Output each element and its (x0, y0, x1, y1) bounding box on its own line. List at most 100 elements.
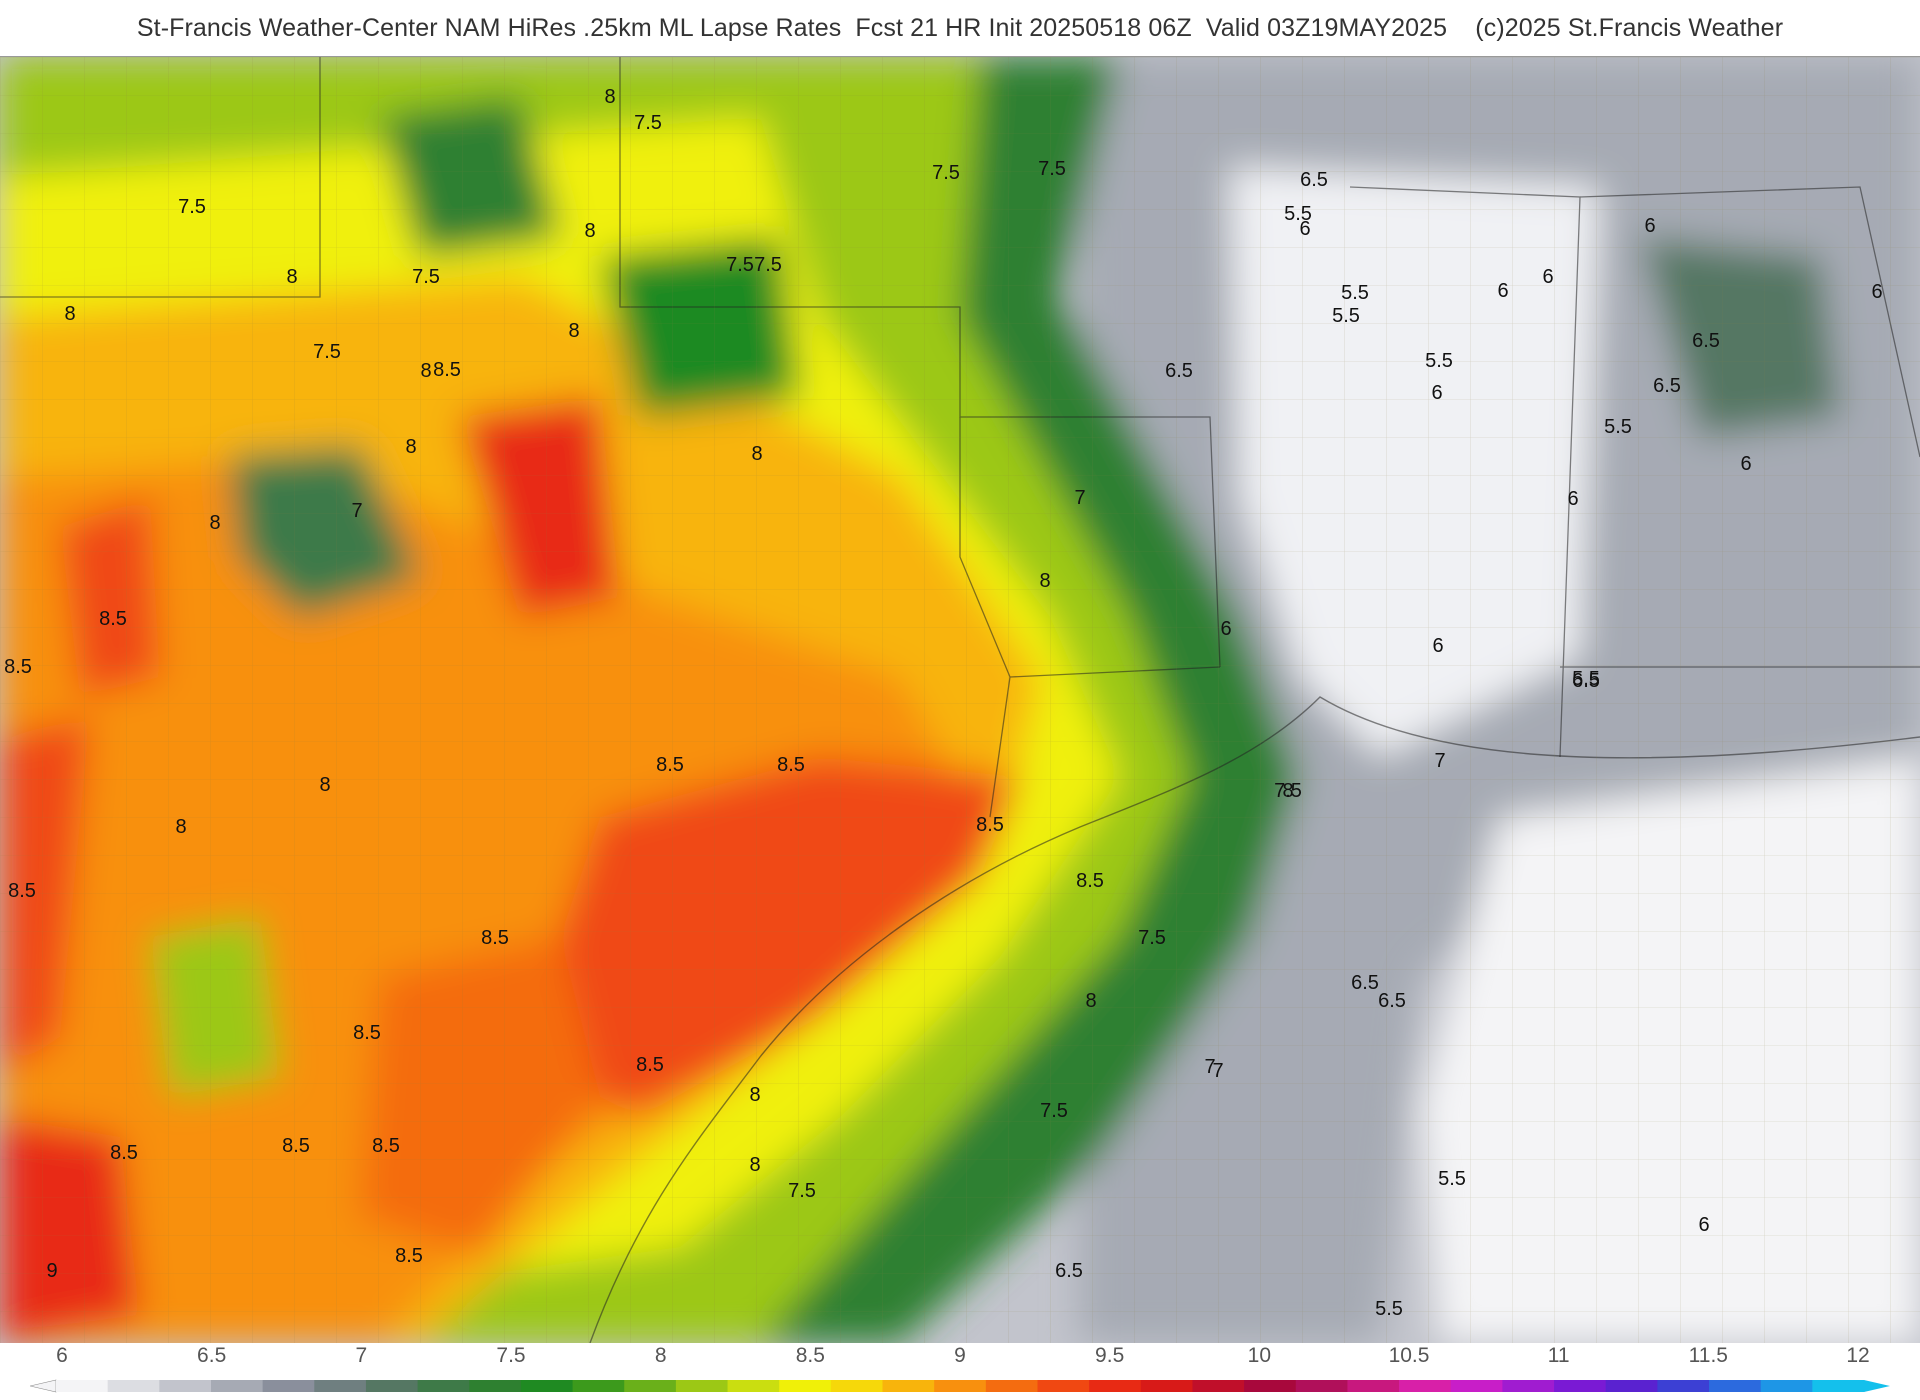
contour-label: 8 (405, 436, 416, 458)
colorbar-segment (1657, 1380, 1710, 1392)
map-title: St-Francis Weather-Center NAM HiRes .25k… (136, 13, 1784, 42)
colorbar-tick-label: 8 (654, 1344, 667, 1367)
contour-label: 8.5 (481, 927, 509, 949)
contour-label: 8.5 (433, 359, 461, 381)
colorbar-tick-label: 10 (1247, 1344, 1272, 1367)
colorbar-segment (365, 1380, 419, 1392)
colorbar-tick-label: 7 (355, 1344, 368, 1367)
contour-label: 8 (1085, 990, 1096, 1012)
contour-label: 8.5 (99, 608, 127, 630)
contour-label: 7.5 (754, 254, 782, 276)
contour-label: 7.5 (412, 266, 440, 288)
contour-label: 8 (319, 774, 330, 796)
contour-label: 5.5 (1375, 1298, 1403, 1320)
contour-label: 6.5 (1300, 169, 1328, 191)
contour-label: 5.5 (1425, 350, 1453, 372)
contour-label: 7.5 (178, 196, 206, 218)
contour-label: 6.5 (1572, 670, 1600, 692)
contour-label: 8.5 (282, 1135, 310, 1157)
contour-label: 7.5 (634, 112, 662, 134)
contour-label: 9 (46, 1260, 57, 1282)
contour-label: 8 (420, 360, 431, 382)
contour-label: 5.5 (1604, 416, 1632, 438)
contour-label: 5.5 (1284, 203, 1312, 225)
contour-label: 8 (209, 512, 220, 534)
colorbar-segment (56, 1380, 109, 1392)
contour-label: 6 (1542, 266, 1553, 288)
map-panel: 8 7.5 7.5 8 7.5 7.5 7.5 8 7.5 7.5 8 7.5 8 8.5 8 8 7 8 8 8.5… (0, 56, 1920, 1343)
contour-label: 7 (1074, 487, 1085, 509)
contour-label: 7.5 (726, 254, 754, 276)
colorbar-segment (159, 1380, 212, 1392)
contour-label: 7.5 (1040, 1100, 1068, 1122)
colorbar-segment (1554, 1380, 1607, 1392)
colorbar-segment (1450, 1380, 1503, 1392)
colorbar-segment (1295, 1380, 1348, 1392)
colorbar-segment (985, 1380, 1038, 1392)
colorbar-segment (882, 1380, 935, 1392)
contour-label: 8.5 (777, 754, 805, 776)
colorbar-segment (1605, 1380, 1658, 1392)
lapse-rate-map: 87.57.587.5 7.57.587.57.587.588.5887888.5… (0, 57, 1920, 1343)
contour-label: 6 (1220, 618, 1231, 640)
contour-label: 5.5 (1341, 282, 1369, 304)
colorbar-tick-label: 7.5 (496, 1344, 526, 1367)
colorbar-segment (1089, 1380, 1142, 1392)
colorbar-left-arrow (30, 1379, 57, 1393)
contour-label: 7 (351, 500, 362, 522)
contour-label: 8 (1282, 780, 1293, 802)
contour-label: 8.5 (395, 1245, 423, 1267)
colorbar-tick-label: 9 (954, 1344, 966, 1367)
colorbar-tick-label: 11 (1547, 1344, 1570, 1367)
contour-label: 5.5 (1332, 305, 1360, 327)
colorbar-tick-label: 10.5 (1388, 1344, 1430, 1367)
contour-label: 7.5 (1038, 158, 1066, 180)
colorbar-segment (779, 1380, 832, 1392)
colorbar-segment (675, 1380, 729, 1392)
colorbar-segment (1192, 1380, 1245, 1392)
contour-label: 7 (1212, 1060, 1223, 1082)
colorbar-segment (262, 1380, 315, 1392)
contour-label: 6 (1431, 382, 1442, 404)
colorbar-tick-label: 9.5 (1095, 1344, 1125, 1367)
contour-label: 6.5 (1378, 990, 1406, 1012)
colorbar-segment (1502, 1380, 1555, 1392)
contour-label: 8 (64, 303, 75, 325)
contour-label: 8.5 (372, 1135, 400, 1157)
colorbar-segment (934, 1380, 987, 1392)
contour-label: 6.5 (1692, 330, 1720, 352)
contour-label: 8.5 (4, 656, 32, 678)
colorbar-tick-labels: 6 6.5 7 7.5 8 8.5 9 9.5 10 10.5 11 11.5 12 (0, 1344, 1920, 1372)
colorbar-segment (417, 1380, 470, 1392)
contour-label: 8.5 (8, 880, 36, 902)
contour-label: 6 (1567, 488, 1578, 510)
contour-label: 8 (749, 1084, 760, 1106)
colorbar-segment (1347, 1380, 1400, 1392)
contour-label: 8.5 (353, 1022, 381, 1044)
contour-label: 6 (1497, 280, 1508, 302)
colorbar-tick-label: 6.5 (197, 1344, 227, 1367)
contour-label: 8 (749, 1154, 760, 1176)
contour-label: 5.5 (1438, 1168, 1466, 1190)
contour-label: 6 (1644, 215, 1655, 237)
contour-label: 6 (1299, 218, 1310, 240)
county-grid (0, 57, 1920, 1343)
contour-label: 6.5 (1653, 375, 1681, 397)
contour-labels: 87.57.587.5 7.57.587.57.587.588.5887888.5… (4, 86, 1882, 1320)
contour-label: 8.5 (110, 1142, 138, 1164)
colorbar-segment (1140, 1380, 1193, 1392)
contour-label: 8 (175, 816, 186, 838)
contour-label: 8.5 (1076, 870, 1104, 892)
colorbar-segment (520, 1380, 574, 1392)
contour-label: 8 (286, 266, 297, 288)
colorbar-segment (1812, 1380, 1865, 1392)
colorbar-segment (210, 1380, 264, 1392)
contour-label: 8.5 (636, 1054, 664, 1076)
colorbar-segment (107, 1380, 160, 1392)
contour-label: 6 (1432, 635, 1443, 657)
contour-label: 8.5 (656, 754, 684, 776)
colorbar-tick-label: 11.5 (1688, 1344, 1728, 1367)
contour-label: 7.5 (1274, 780, 1302, 802)
colorbar-graphic (30, 1379, 1890, 1393)
colorbar-tick-label: 6 (56, 1344, 68, 1367)
